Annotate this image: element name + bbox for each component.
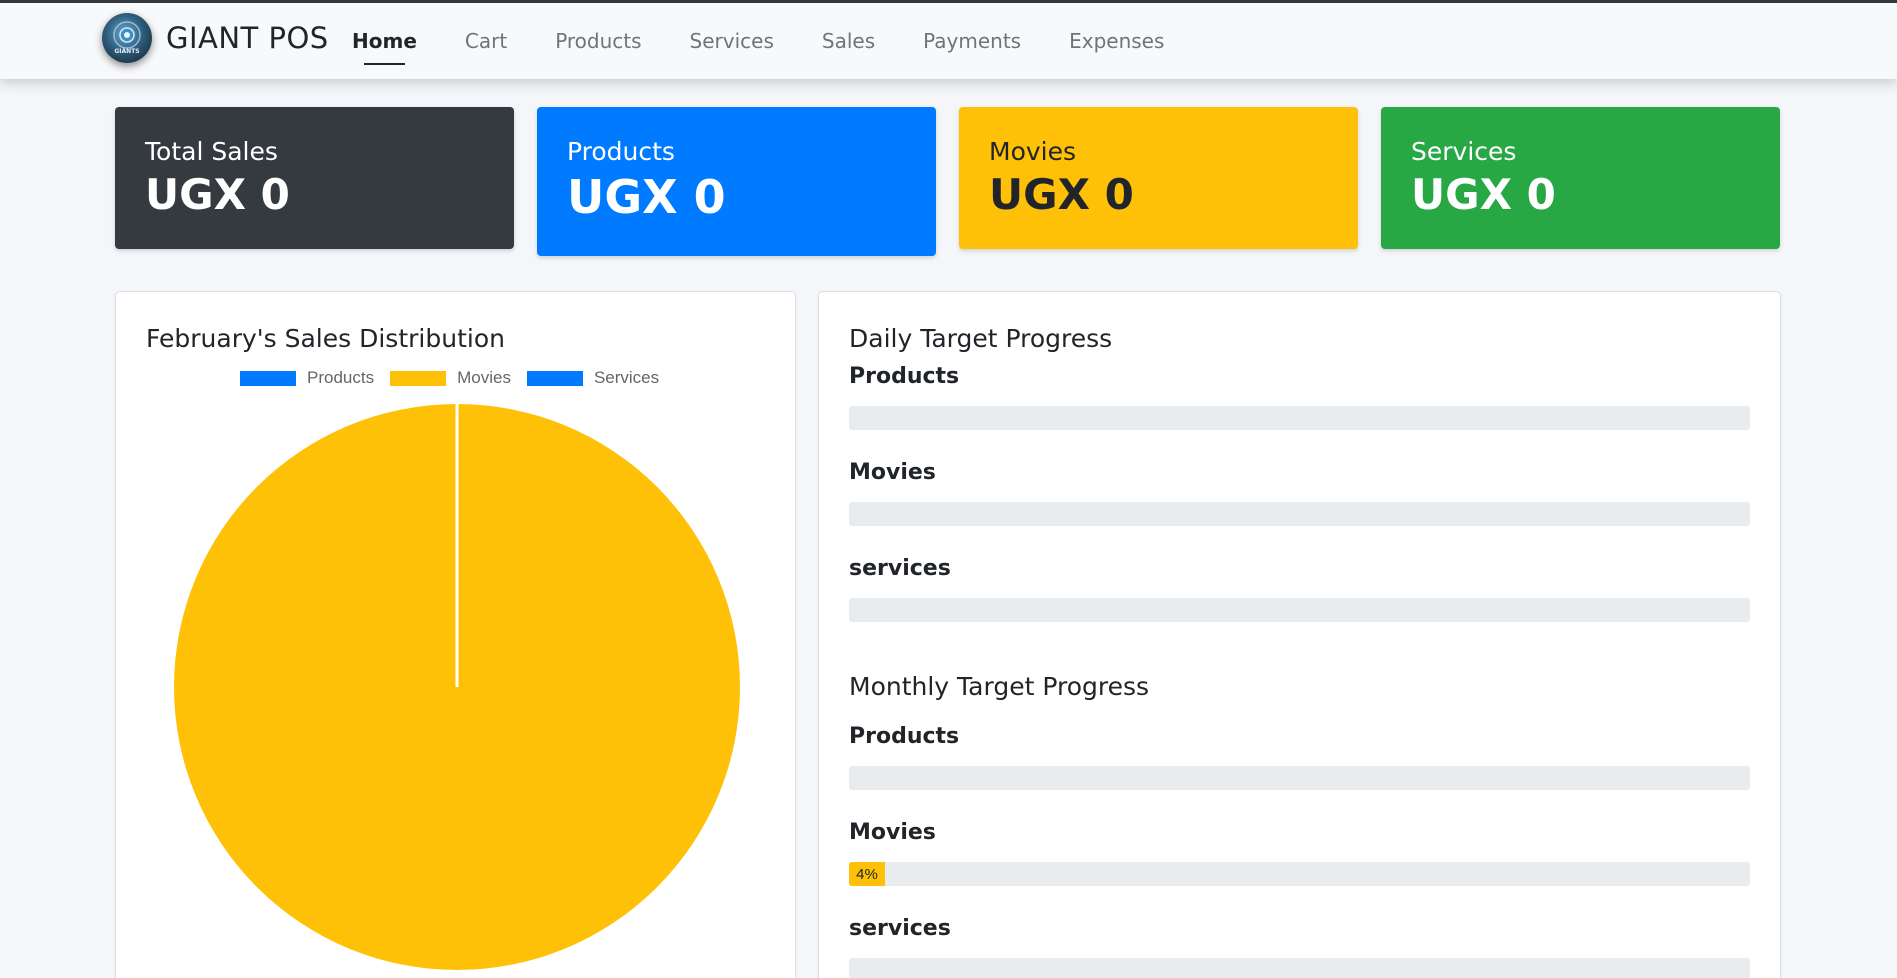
- giants-logo-icon: GIANTS: [102, 13, 152, 63]
- daily-services-label: services: [849, 556, 951, 581]
- progress-fill: 4%: [849, 862, 886, 886]
- summary-cards: Total Sales UGX 0 Products UGX 0 Movies …: [115, 107, 1781, 257]
- legend-label: Services: [593, 368, 660, 387]
- card-value: UGX 0: [145, 170, 290, 219]
- card-label: Services: [1411, 137, 1517, 166]
- monthly-services-label: services: [849, 916, 951, 941]
- monthly-movies-progress: 4%: [849, 862, 1750, 886]
- legend-item[interactable]: Movies: [390, 368, 511, 388]
- nav-products[interactable]: Products: [555, 29, 642, 53]
- daily-products-label: Products: [849, 364, 960, 389]
- top-border: [0, 0, 1897, 3]
- card-value: UGX 0: [567, 170, 726, 224]
- nav-expenses[interactable]: Expenses: [1069, 29, 1165, 53]
- daily-products-progress: [849, 406, 1750, 430]
- daily-target-title: Daily Target Progress: [849, 324, 1113, 353]
- card-value: UGX 0: [1411, 170, 1556, 219]
- navbar: GIANTS GIANT POS Home Cart Products Serv…: [0, 3, 1897, 79]
- legend-swatch: [240, 370, 296, 386]
- legend-label: Movies: [457, 368, 511, 387]
- legend-label: Products: [307, 368, 375, 387]
- card-label: Products: [567, 137, 675, 166]
- monthly-movies-label: Movies: [849, 820, 936, 845]
- total-sales-card: Total Sales UGX 0: [115, 107, 514, 249]
- monthly-services-progress: [849, 958, 1750, 978]
- legend-item[interactable]: Products: [240, 368, 374, 388]
- chart-title: February's Sales Distribution: [146, 324, 505, 353]
- nav-home[interactable]: Home: [352, 23, 417, 65]
- card-value: UGX 0: [989, 170, 1134, 219]
- daily-services-progress: [849, 598, 1750, 622]
- card-label: Movies: [989, 137, 1077, 166]
- nav-services[interactable]: Services: [689, 29, 774, 53]
- monthly-products-label: Products: [849, 724, 960, 749]
- movies-card: Movies UGX 0: [959, 107, 1358, 249]
- sales-distribution-panel: February's Sales Distribution Products M…: [115, 291, 796, 978]
- daily-movies-progress: [849, 502, 1750, 526]
- svg-text:GIANTS: GIANTS: [114, 48, 139, 55]
- daily-movies-label: Movies: [849, 460, 936, 485]
- pie-chart[interactable]: [172, 402, 742, 972]
- nav-sales[interactable]: Sales: [821, 29, 876, 53]
- nav-cart[interactable]: Cart: [464, 29, 508, 53]
- card-label: Total Sales: [145, 137, 278, 166]
- legend-item[interactable]: Services: [526, 368, 660, 388]
- main-nav: Home Cart Products Services Sales Paymen…: [352, 3, 1212, 79]
- nav-payments[interactable]: Payments: [923, 29, 1022, 53]
- target-progress-panel: Daily Target Progress Products Movies se…: [818, 291, 1781, 978]
- brand-name: GIANT POS: [166, 21, 329, 55]
- legend-swatch: [526, 370, 583, 386]
- products-card: Products UGX 0: [537, 107, 936, 256]
- monthly-products-progress: [849, 766, 1750, 790]
- brand[interactable]: GIANTS GIANT POS: [102, 10, 329, 66]
- services-card: Services UGX 0: [1381, 107, 1780, 249]
- chart-legend: Products Movies Services: [240, 368, 675, 388]
- legend-swatch: [390, 370, 447, 386]
- monthly-target-title: Monthly Target Progress: [849, 672, 1150, 701]
